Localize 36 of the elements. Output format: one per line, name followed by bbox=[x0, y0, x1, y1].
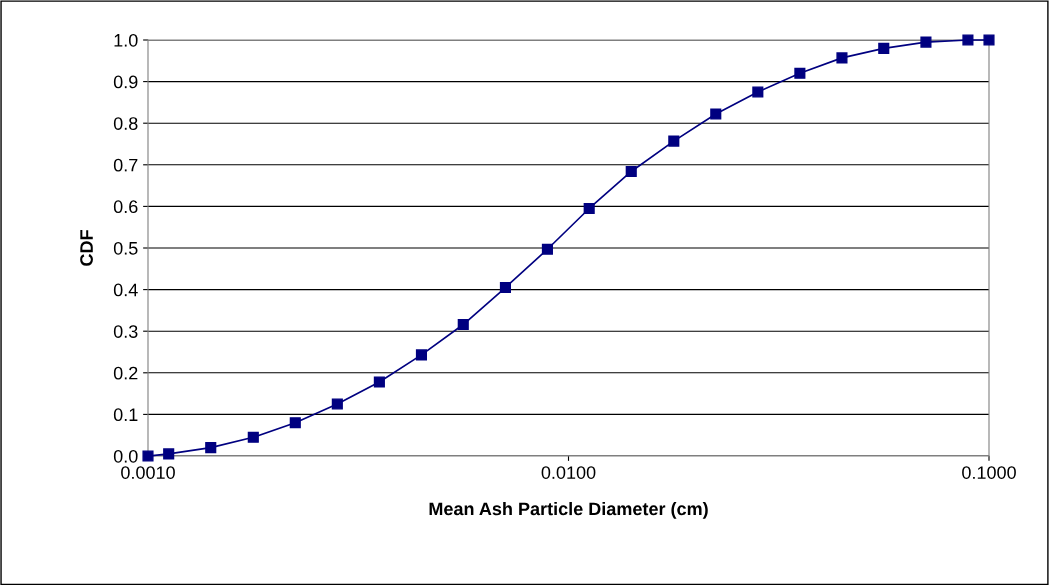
y-tick-label: 0.8 bbox=[113, 117, 138, 130]
y-tick-label: 0.7 bbox=[113, 158, 138, 172]
point bbox=[710, 108, 722, 120]
point bbox=[625, 165, 637, 178]
point bbox=[541, 243, 553, 255]
point bbox=[247, 431, 259, 443]
y-axis-title: CDF bbox=[80, 230, 93, 266]
point bbox=[415, 349, 428, 361]
y-tick-label: 0.1 bbox=[113, 408, 138, 422]
y-tick-label: 0.9 bbox=[113, 75, 138, 89]
point bbox=[331, 398, 343, 410]
point bbox=[878, 42, 890, 54]
point bbox=[499, 281, 511, 294]
y-tick-label: 0.3 bbox=[113, 325, 138, 338]
point bbox=[920, 36, 932, 48]
point bbox=[962, 34, 974, 46]
point bbox=[163, 448, 175, 460]
point bbox=[668, 135, 680, 147]
point bbox=[205, 442, 217, 454]
point bbox=[752, 86, 764, 98]
x-axis-title: Mean Ash Particle Diameter (cm) bbox=[429, 502, 708, 519]
y-tick-label: 0.5 bbox=[113, 241, 138, 255]
y-tick-label: 0.2 bbox=[113, 366, 138, 380]
point bbox=[373, 376, 385, 388]
point bbox=[836, 52, 848, 64]
point bbox=[794, 67, 806, 79]
point bbox=[289, 417, 301, 429]
point bbox=[583, 202, 595, 215]
x-tick-label: 0.0010 bbox=[121, 466, 175, 479]
y-tick-label: 0.4 bbox=[113, 283, 138, 297]
point bbox=[457, 318, 469, 331]
x-tick-label: 0.0100 bbox=[541, 466, 596, 479]
y-tick-label: 0.0 bbox=[113, 449, 138, 463]
x-tick-label: 0.1000 bbox=[962, 466, 1016, 479]
y-tick-label: 1.0 bbox=[114, 33, 138, 47]
y-tick-label: 0.6 bbox=[113, 200, 138, 214]
